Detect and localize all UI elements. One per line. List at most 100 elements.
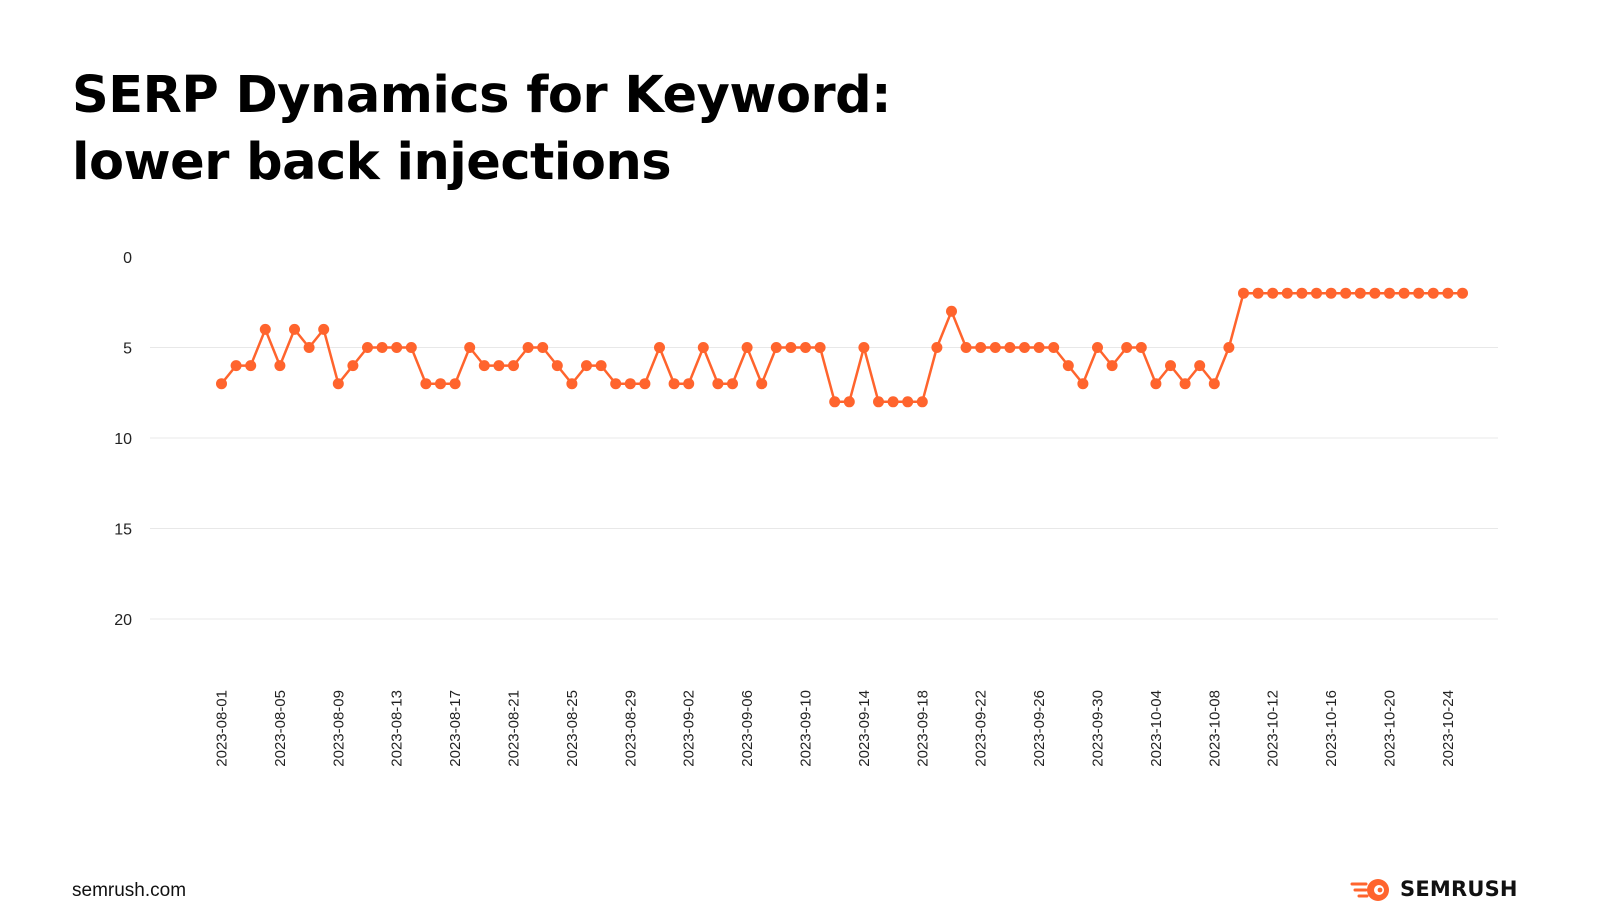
x-tick-label: 2023-08-17 [447,690,464,767]
y-tick-label: 15 [114,522,132,539]
data-point [785,342,797,353]
data-point [858,342,870,353]
data-point [800,342,811,353]
x-tick-label: 2023-08-21 [506,690,523,767]
y-tick-label: 0 [123,250,132,267]
data-point [1311,287,1322,299]
data-point [551,360,563,372]
data-point [1208,378,1220,390]
data-point [1457,287,1468,299]
x-tick-label: 2023-09-06 [739,690,756,767]
series-points [216,287,1468,408]
data-point [1442,287,1454,299]
source-site: semrush.com [72,880,187,901]
data-point [814,342,826,353]
data-point [1150,378,1162,390]
data-point [566,378,578,390]
data-point [391,342,403,353]
data-point [274,360,286,372]
x-tick-label: 2023-08-13 [389,690,406,767]
x-tick-label: 2023-10-12 [1265,690,1282,767]
data-point [289,323,300,335]
data-point [1252,287,1264,299]
data-point [1281,287,1293,299]
data-point [639,378,651,390]
data-point [376,342,388,353]
data-point [1238,287,1249,299]
data-point [654,342,665,353]
data-point [259,323,271,335]
data-point [1398,287,1410,299]
semrush-fireball-icon [1350,879,1389,901]
data-point [362,342,373,353]
data-point [595,360,607,372]
data-point [318,323,330,335]
data-point [946,305,957,317]
data-point [1194,360,1206,372]
data-point [405,342,417,353]
x-tick-label: 2023-10-04 [1148,690,1165,767]
x-tick-label: 2023-08-05 [272,690,289,767]
data-point [610,378,622,390]
data-point [537,342,549,353]
x-tick-label: 2023-09-26 [1031,690,1048,767]
data-point [697,342,709,353]
data-point [741,342,753,353]
data-point [887,396,899,408]
x-tick-label: 2023-10-08 [1206,690,1223,767]
data-point [1004,342,1016,353]
data-point [464,342,476,353]
data-point [829,396,841,408]
data-point [1033,342,1045,353]
data-point [873,396,884,408]
data-point [1427,287,1439,299]
y-axis-ticks: 0 5 10 15 20 [114,250,132,629]
data-point [245,360,257,372]
data-point [508,360,519,372]
data-point [1340,287,1352,299]
data-point [1077,378,1089,390]
data-point [522,342,534,353]
data-point [1106,360,1118,372]
data-point [1413,287,1425,299]
grid-lines [150,347,1498,620]
data-point [1092,342,1103,353]
data-point [1223,342,1235,353]
data-point [1369,287,1381,299]
x-tick-label: 2023-08-29 [622,690,639,767]
data-point [420,378,432,390]
x-tick-label: 2023-08-09 [330,690,347,767]
data-point [916,396,928,408]
x-tick-label: 2023-09-02 [681,690,698,767]
chart-title-line-2: lower back injections [72,133,672,192]
data-point [712,378,724,390]
y-tick-label: 10 [114,431,132,448]
data-point [931,342,943,353]
x-tick-label: 2023-08-01 [214,690,231,767]
chart-title-line-1: SERP Dynamics for Keyword: [72,66,892,125]
data-point [624,378,636,390]
x-tick-label: 2023-10-16 [1323,690,1340,767]
data-point [843,396,855,408]
brand-name: SEMRUSH [1400,877,1518,901]
chart-title: SERP Dynamics for Keyword: lower back in… [72,62,892,196]
data-point [493,360,505,372]
brand-logo: SEMRUSH [1350,875,1518,903]
data-point [960,342,972,353]
data-point [1019,342,1030,353]
x-tick-label: 2023-10-20 [1382,690,1399,767]
data-point [435,378,446,390]
data-point [1354,287,1366,299]
data-point [581,360,592,372]
data-point [347,360,359,372]
data-point [1296,287,1308,299]
y-tick-label: 5 [123,341,132,358]
data-point [668,378,680,390]
data-point [216,378,227,390]
data-point [230,360,242,372]
data-point [1179,378,1191,390]
data-point [989,342,1001,353]
x-tick-label: 2023-08-25 [564,690,581,767]
data-point [303,342,315,353]
